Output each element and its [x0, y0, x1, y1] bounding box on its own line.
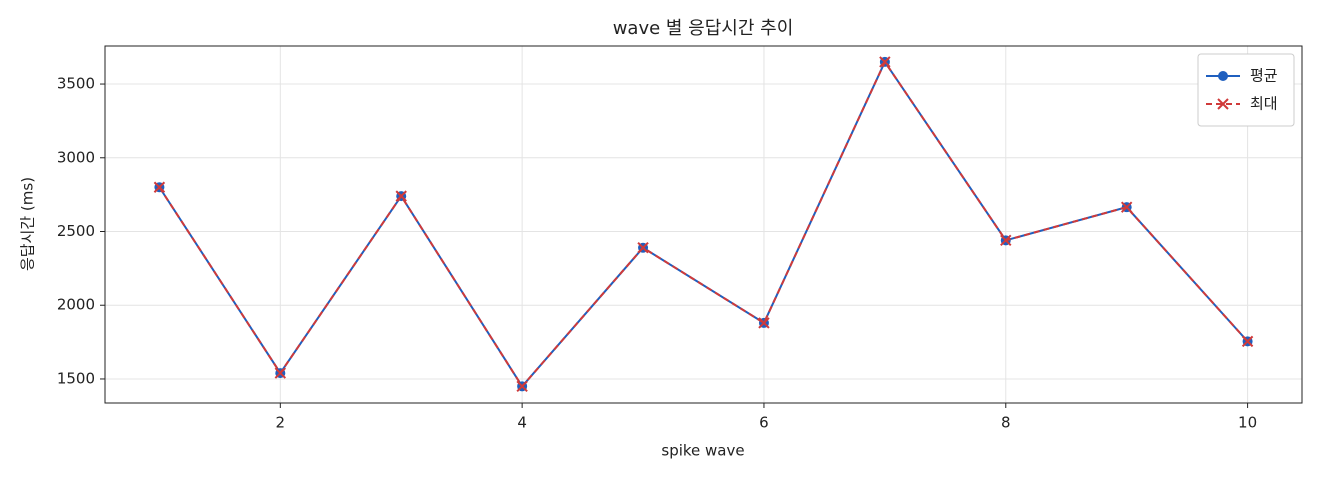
data-point — [153, 181, 166, 193]
x-tick-label: 6 — [759, 414, 769, 432]
y-tick-label: 2000 — [57, 296, 95, 314]
x-tick-label: 10 — [1238, 414, 1257, 432]
chart-title: wave 별 응답시간 추이 — [613, 18, 794, 39]
legend-marker — [1218, 71, 1228, 81]
y-axis-label: 응답시간 (ms) — [19, 177, 37, 271]
x-tick-label: 2 — [276, 414, 286, 432]
data-point — [516, 380, 528, 393]
data-point — [395, 190, 407, 202]
y-tick-label: 3000 — [57, 148, 95, 166]
data-point — [1120, 201, 1133, 213]
legend-box — [1197, 53, 1295, 127]
x-tick-label: 8 — [1001, 414, 1011, 432]
x-tick-label: 4 — [517, 414, 527, 432]
data-point — [879, 56, 891, 68]
data-point — [274, 367, 287, 379]
legend-label: 평균 — [1250, 67, 1278, 85]
legend-marker — [1217, 98, 1229, 110]
data-point — [637, 242, 649, 254]
plot-frame — [104, 45, 1303, 404]
series-line — [158, 59, 1249, 389]
y-tick-label: 2500 — [57, 222, 95, 240]
data-point — [758, 317, 770, 329]
legend-label: 최대 — [1250, 95, 1278, 113]
x-axis-label: spike wave — [661, 442, 744, 460]
y-tick-label: 1500 — [57, 369, 95, 387]
y-tick-label: 3500 — [57, 75, 95, 93]
data-point — [1241, 335, 1254, 348]
data-point — [1000, 234, 1012, 247]
